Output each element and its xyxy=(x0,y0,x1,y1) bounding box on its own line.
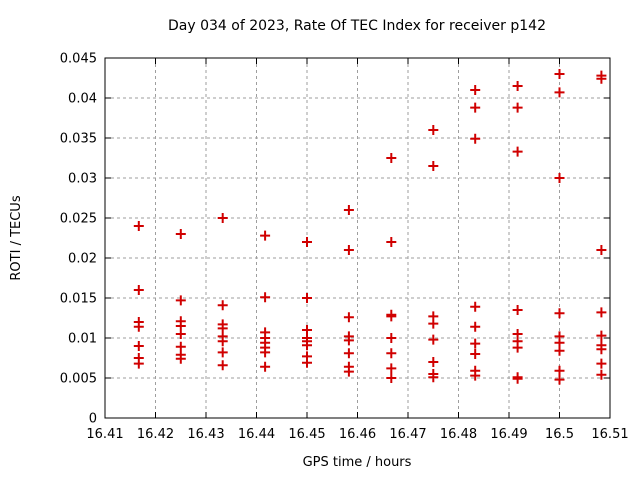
x-tick-labels: 16.41 16.42 16.43 16.44 16.45 16.46 16.47 16.48… xyxy=(86,427,628,442)
x-tick-label: 16.5 xyxy=(545,427,574,442)
series-ROTI-markers xyxy=(133,69,607,385)
y-tick-label: 0.04 xyxy=(68,92,97,107)
y-tick-label: 0.005 xyxy=(60,372,97,387)
y-tick-label: 0.01 xyxy=(68,332,97,347)
x-tick-label: 16.44 xyxy=(238,427,275,442)
x-tick-label: 16.42 xyxy=(137,427,174,442)
x-tick-label: 16.41 xyxy=(86,427,123,442)
x-tick-label: 16.51 xyxy=(591,427,628,442)
y-tick-label: 0.045 xyxy=(60,52,97,67)
y-axis-label: ROTI / TECUs xyxy=(9,195,24,280)
y-tick-labels: 0 0.005 0.01 0.015 0.02 0.025 0.03 0.035 0.04 0.0… xyxy=(60,52,97,427)
y-tick-label: 0.015 xyxy=(60,292,97,307)
x-tick-label: 16.47 xyxy=(389,427,426,442)
y-tick-label: 0.025 xyxy=(60,212,97,227)
x-tick-label: 16.46 xyxy=(339,427,376,442)
y-tick-label: 0.02 xyxy=(68,252,97,267)
y-tick-label: 0.035 xyxy=(60,132,97,147)
x-axis-label: GPS time / hours xyxy=(303,455,412,470)
scatter-points xyxy=(133,69,607,385)
x-tick-label: 16.49 xyxy=(490,427,527,442)
plot-border xyxy=(104,57,611,419)
x-tick-label: 16.45 xyxy=(288,427,325,442)
x-tick-label: 16.43 xyxy=(187,427,224,442)
y-tick-label: 0.03 xyxy=(68,172,97,187)
y-tick-label: 0 xyxy=(89,412,97,427)
x-tick-label: 16.48 xyxy=(440,427,477,442)
chart-title: Day 034 of 2023, Rate Of TEC Index for r… xyxy=(168,18,546,34)
